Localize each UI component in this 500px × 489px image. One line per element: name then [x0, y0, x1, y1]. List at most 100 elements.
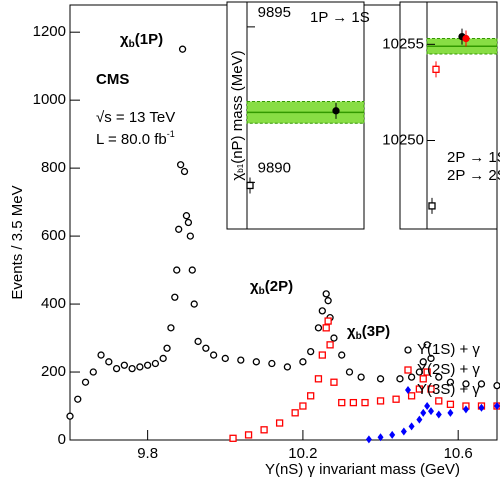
data-point	[361, 398, 369, 407]
annotation: χb(2P)	[250, 278, 293, 297]
data-point	[221, 354, 229, 363]
data-point	[494, 402, 500, 411]
data-point	[120, 361, 128, 369]
data-point	[330, 378, 338, 386]
data-point	[81, 378, 90, 386]
inset-label: 2P → 2S	[447, 167, 500, 184]
data-point	[377, 433, 384, 442]
data-point	[194, 337, 202, 346]
inset-y-label-main: χ	[229, 173, 246, 181]
data-point	[66, 412, 74, 420]
data-point	[299, 402, 307, 410]
x-tick-label: 9.8	[137, 445, 158, 462]
inset-y-tick-label: 9895	[258, 4, 291, 21]
data-point	[229, 434, 237, 442]
annotation-rest: (2P)	[265, 278, 293, 295]
data-point	[89, 368, 97, 376]
y-tick-label: 0	[58, 431, 66, 448]
data-point	[447, 408, 454, 417]
data-point	[318, 351, 326, 359]
annotation-rest: (1P)	[135, 31, 163, 48]
data-point	[112, 364, 121, 373]
inset-point	[246, 181, 254, 190]
legend-marker	[405, 386, 411, 394]
data-point	[407, 373, 416, 381]
data-point	[462, 405, 469, 414]
annotation: χb(1P)	[120, 31, 163, 50]
data-point	[260, 426, 268, 434]
data-point	[477, 380, 486, 388]
data-point	[330, 334, 338, 342]
data-point	[202, 344, 210, 352]
data-point	[97, 351, 105, 359]
data-point	[151, 359, 160, 368]
data-point	[338, 398, 346, 407]
legend-label: Υ(1S) + γ	[417, 341, 480, 358]
data-point	[173, 266, 181, 274]
annotation-rest: (3P)	[362, 323, 390, 340]
data-point	[357, 373, 365, 381]
annotation-main: χ	[120, 31, 129, 48]
data-point	[415, 385, 424, 393]
data-point	[176, 161, 185, 169]
data-point	[407, 392, 416, 400]
data-point	[167, 324, 175, 332]
inset-y-tick-label: 9890	[258, 159, 291, 176]
data-point	[408, 422, 415, 431]
data-point	[143, 361, 152, 369]
annotation-sub: b	[259, 286, 265, 297]
inset-point	[432, 65, 440, 73]
data-point	[318, 307, 326, 315]
inset-point	[462, 34, 470, 43]
x-tick-label: 10.2	[288, 445, 317, 462]
data-point	[237, 356, 245, 364]
data-point	[419, 375, 427, 383]
y-tick-label: 1200	[33, 23, 66, 40]
data-point	[314, 375, 323, 383]
data-point	[182, 212, 191, 220]
data-point	[478, 403, 485, 412]
data-point	[435, 397, 443, 405]
y-tick-label: 200	[41, 363, 66, 380]
legend-marker	[404, 366, 412, 374]
data-point	[345, 368, 354, 376]
y-tick-label: 1000	[33, 91, 66, 108]
data-point	[184, 218, 193, 227]
data-point	[322, 290, 330, 298]
inset-point	[428, 202, 436, 210]
data-point	[427, 354, 435, 363]
annotation-main: χ	[347, 323, 356, 340]
data-point	[424, 402, 431, 411]
annotation-sub: b	[129, 39, 135, 50]
data-point	[163, 344, 171, 352]
data-point	[428, 407, 435, 416]
inset-y-tick-label: 10250	[382, 131, 424, 148]
data-point	[427, 385, 435, 393]
y-tick-label: 400	[41, 295, 66, 312]
y-tick-label: 600	[41, 227, 66, 244]
data-point	[252, 358, 260, 366]
inset-label: 1P → 1S	[310, 9, 370, 26]
annotation-sub: b	[356, 331, 362, 342]
data-point	[435, 373, 443, 381]
legend-marker	[404, 346, 412, 354]
data-point	[389, 430, 396, 439]
data-point	[462, 380, 470, 388]
experiment: CMS	[96, 71, 129, 88]
y-tick-label: 800	[41, 159, 66, 176]
data-point	[299, 358, 307, 366]
y-axis-label: Events / 3.5 MeV	[9, 185, 26, 299]
data-point	[435, 410, 442, 419]
data-point	[365, 435, 372, 444]
data-point	[136, 363, 144, 371]
x-axis-label: Υ(nS) γ invariant mass (GeV)	[265, 461, 460, 478]
lumi-sup: -1	[167, 129, 175, 139]
inset-y-label: χb1(nP) mass (MeV)	[229, 50, 246, 180]
annotation: χb(3P)	[347, 323, 390, 342]
data-point	[376, 375, 385, 383]
data-point	[376, 397, 385, 405]
data-point	[493, 381, 500, 390]
data-point	[349, 398, 358, 407]
data-point	[171, 293, 179, 301]
